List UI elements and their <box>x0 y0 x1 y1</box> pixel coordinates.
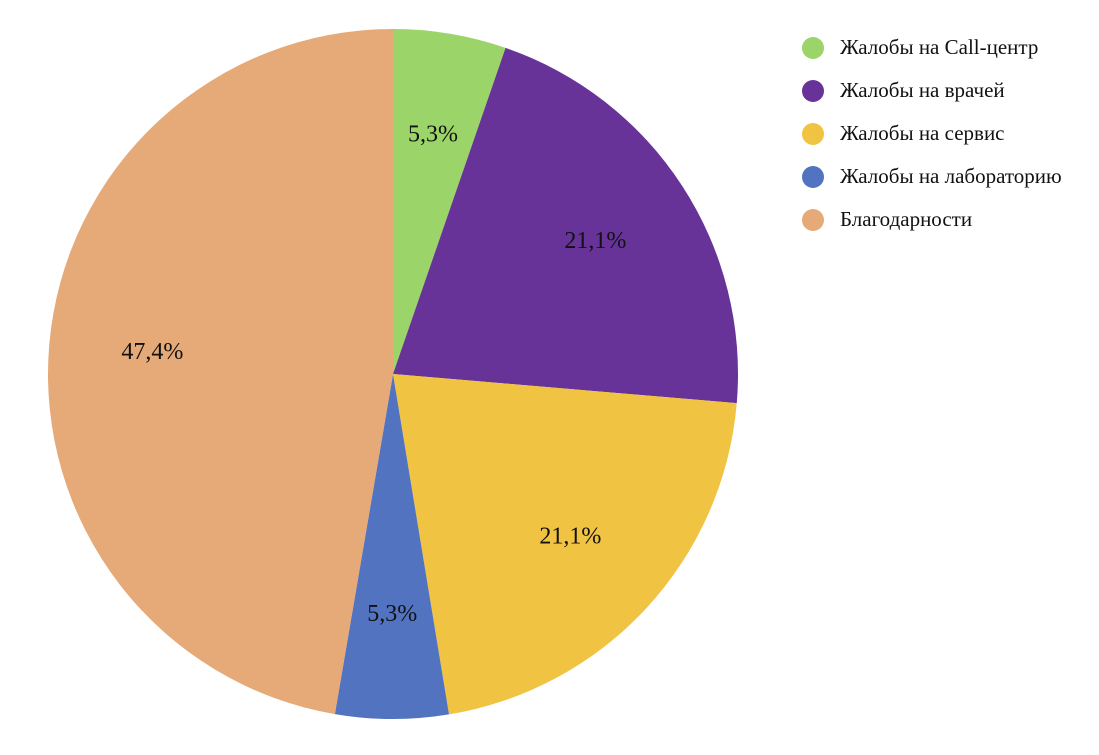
legend-label-3: Жалобы на сервис <box>840 121 1005 145</box>
legend-item-2: Жалобы на врачей <box>802 69 1062 112</box>
pie-slice-3 <box>393 374 737 715</box>
pie-slice-4 <box>334 374 449 719</box>
legend-label-2: Жалобы на врачей <box>840 78 1005 102</box>
pie-slice-1 <box>393 29 506 374</box>
legend-swatch-4 <box>802 165 824 188</box>
slice-data-label-3: 21,1% <box>539 523 601 549</box>
legend-swatch-3 <box>802 122 824 145</box>
slice-data-label-2: 21,1% <box>564 228 626 254</box>
slice-data-label-4: 5,3% <box>367 601 417 627</box>
slice-data-label-5: 47,4% <box>121 339 183 365</box>
pie-slice-5 <box>48 29 394 715</box>
pie-slices <box>48 29 739 719</box>
legend-item-4: Жалобы на лабораторию <box>802 155 1062 198</box>
legend-label-4: Жалобы на лабораторию <box>840 164 1062 188</box>
legend-label-1: Жалобы на Call-центр <box>840 35 1039 59</box>
legend-swatch-5 <box>802 208 824 231</box>
legend-swatch-1 <box>802 36 824 59</box>
legend: Жалобы на Call-центр Жалобы на врачей Жало… <box>802 26 1062 241</box>
pie-data-labels: 5,3% 21,1% 21,1% 5,3% 47,4% <box>121 121 626 627</box>
pie-slice-2 <box>393 47 739 404</box>
legend-item-5: Благодарности <box>802 198 1062 241</box>
legend-swatch-2 <box>802 79 824 102</box>
legend-item-3: Жалобы на сервис <box>802 112 1062 155</box>
legend-item-1: Жалобы на Call-центр <box>802 26 1062 69</box>
slice-data-label-1: 5,3% <box>408 121 458 147</box>
legend-label-5: Благодарности <box>840 207 973 231</box>
